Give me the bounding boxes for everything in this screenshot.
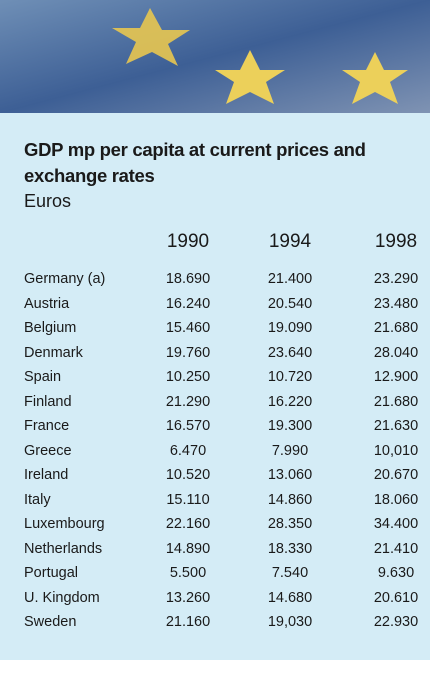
country-name: Germany (a)	[24, 271, 105, 287]
cell-value: 5.500	[148, 565, 228, 581]
cell-value: 16.220	[250, 394, 330, 410]
cell-value: 23.640	[250, 345, 330, 361]
cell-value: 18.060	[356, 492, 436, 508]
cell-value: 12.900	[356, 369, 436, 385]
table-title: GDP mp per capita at current prices and …	[24, 137, 419, 189]
cell-value: 15.460	[148, 320, 228, 336]
cell-value: 14.860	[250, 492, 330, 508]
cell-value: 7.540	[250, 565, 330, 581]
country-name: Greece	[24, 443, 72, 459]
country-name: Austria	[24, 296, 69, 312]
unit-label: Euros	[24, 191, 71, 212]
cell-value: 22.160	[148, 516, 228, 532]
country-name: Belgium	[24, 320, 76, 336]
cell-value: 19.090	[250, 320, 330, 336]
country-name: Finland	[24, 394, 72, 410]
cell-value: 22.930	[356, 614, 436, 630]
cell-value: 9.630	[356, 565, 436, 581]
cell-value: 10.520	[148, 467, 228, 483]
cell-value: 20.670	[356, 467, 436, 483]
cell-value: 16.570	[148, 418, 228, 434]
cell-value: 21.410	[356, 541, 436, 557]
country-name: Sweden	[24, 614, 76, 630]
cell-value: 14.890	[148, 541, 228, 557]
column-header: 1998	[356, 231, 436, 253]
cell-value: 13.060	[250, 467, 330, 483]
cell-value: 28.350	[250, 516, 330, 532]
cell-value: 34.400	[356, 516, 436, 532]
country-name: Netherlands	[24, 541, 102, 557]
country-name: Portugal	[24, 565, 78, 581]
cell-value: 20.610	[356, 590, 436, 606]
cell-value: 23.290	[356, 271, 436, 287]
cell-value: 19,030	[250, 614, 330, 630]
cell-value: 21.680	[356, 394, 436, 410]
cell-value: 21.290	[148, 394, 228, 410]
cell-value: 19.760	[148, 345, 228, 361]
cell-value: 13.260	[148, 590, 228, 606]
cell-value: 23.480	[356, 296, 436, 312]
cell-value: 6.470	[148, 443, 228, 459]
cell-value: 7.990	[250, 443, 330, 459]
cell-value: 10.720	[250, 369, 330, 385]
country-name: Denmark	[24, 345, 83, 361]
cell-value: 28.040	[356, 345, 436, 361]
country-name: Spain	[24, 369, 61, 385]
cell-value: 18.330	[250, 541, 330, 557]
country-name: Italy	[24, 492, 51, 508]
cell-value: 15.110	[148, 492, 228, 508]
banner-image	[0, 0, 430, 113]
cell-value: 21.680	[356, 320, 436, 336]
country-name: Ireland	[24, 467, 68, 483]
cell-value: 14.680	[250, 590, 330, 606]
cell-value: 10,010	[356, 443, 436, 459]
table-panel: GDP mp per capita at current prices and …	[0, 113, 430, 660]
column-header: 1994	[250, 231, 330, 253]
country-name: France	[24, 418, 69, 434]
country-name: Luxembourg	[24, 516, 105, 532]
cell-value: 19.300	[250, 418, 330, 434]
page: GDP mp per capita at current prices and …	[0, 0, 443, 682]
cell-value: 18.690	[148, 271, 228, 287]
country-name: U. Kingdom	[24, 590, 100, 606]
cell-value: 20.540	[250, 296, 330, 312]
cell-value: 21.160	[148, 614, 228, 630]
cell-value: 21.630	[356, 418, 436, 434]
cell-value: 21.400	[250, 271, 330, 287]
cell-value: 10.250	[148, 369, 228, 385]
column-header: 1990	[148, 231, 228, 253]
cell-value: 16.240	[148, 296, 228, 312]
